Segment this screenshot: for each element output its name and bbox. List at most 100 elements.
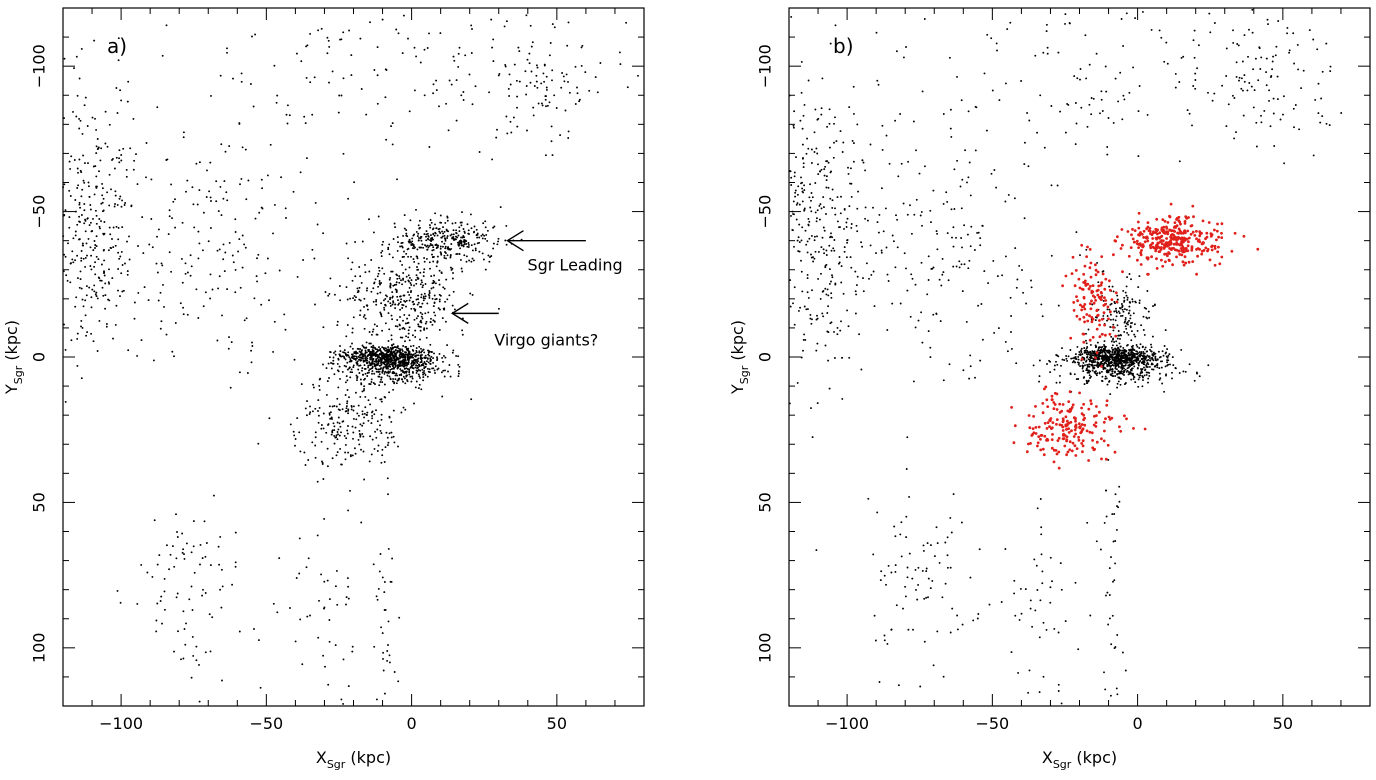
star-point bbox=[345, 604, 347, 606]
star-point bbox=[1134, 301, 1136, 303]
star-point bbox=[853, 142, 855, 144]
star-point bbox=[917, 567, 919, 569]
star-point bbox=[174, 198, 176, 200]
star-point bbox=[358, 415, 360, 417]
star-point bbox=[365, 114, 367, 116]
star-point bbox=[405, 346, 407, 348]
star-point bbox=[70, 155, 72, 157]
star-point bbox=[404, 328, 406, 330]
star-point bbox=[69, 281, 71, 283]
star-point bbox=[551, 125, 553, 127]
star-point bbox=[417, 233, 419, 235]
star-point bbox=[1153, 352, 1155, 354]
star-point bbox=[347, 412, 349, 414]
star-point bbox=[1110, 314, 1112, 316]
star-point bbox=[1121, 303, 1123, 305]
star-point bbox=[353, 418, 355, 420]
highlighted-star-point bbox=[1196, 255, 1199, 258]
star-point bbox=[861, 246, 863, 248]
star-point bbox=[391, 318, 393, 320]
star-point bbox=[826, 175, 828, 177]
star-point bbox=[371, 351, 373, 353]
star-point bbox=[91, 289, 93, 291]
star-point bbox=[1057, 52, 1059, 54]
star-point bbox=[1114, 372, 1116, 374]
star-point bbox=[396, 382, 398, 384]
star-point bbox=[1131, 364, 1133, 366]
star-point bbox=[460, 259, 462, 261]
star-point bbox=[828, 245, 830, 247]
star-point bbox=[922, 90, 924, 92]
star-point bbox=[247, 180, 249, 182]
star-point bbox=[417, 304, 419, 306]
star-point bbox=[895, 214, 897, 216]
star-point bbox=[457, 66, 459, 68]
star-point bbox=[329, 351, 331, 353]
star-point bbox=[1316, 48, 1318, 50]
star-point bbox=[317, 224, 319, 226]
star-point bbox=[790, 184, 792, 186]
star-point bbox=[403, 364, 405, 366]
star-point bbox=[407, 348, 409, 350]
star-point bbox=[1110, 695, 1112, 697]
star-point bbox=[334, 294, 336, 296]
star-point bbox=[338, 112, 340, 114]
star-point bbox=[1022, 292, 1024, 294]
star-point bbox=[381, 361, 383, 363]
star-point bbox=[834, 283, 836, 285]
star-point bbox=[455, 232, 457, 234]
star-point bbox=[599, 62, 601, 64]
star-point bbox=[436, 356, 438, 358]
star-point bbox=[102, 210, 104, 212]
star-point bbox=[114, 203, 116, 205]
star-point bbox=[1194, 79, 1196, 81]
star-point bbox=[327, 465, 329, 467]
star-point bbox=[915, 569, 917, 571]
star-point bbox=[329, 405, 331, 407]
star-point bbox=[381, 250, 383, 252]
star-point bbox=[183, 313, 185, 315]
star-point bbox=[920, 215, 922, 217]
star-point bbox=[76, 224, 78, 226]
star-point bbox=[402, 272, 404, 274]
star-point bbox=[118, 59, 120, 61]
star-point bbox=[915, 284, 917, 286]
star-point bbox=[355, 351, 357, 353]
star-point bbox=[363, 422, 365, 424]
star-point bbox=[342, 355, 344, 357]
star-point bbox=[1118, 335, 1120, 337]
star-point bbox=[435, 80, 437, 82]
star-point bbox=[1329, 124, 1331, 126]
star-point bbox=[414, 310, 416, 312]
star-point bbox=[293, 431, 295, 433]
star-point bbox=[870, 144, 872, 146]
star-point bbox=[404, 377, 406, 379]
star-point bbox=[1270, 75, 1272, 77]
star-point bbox=[389, 277, 391, 279]
star-point bbox=[420, 330, 422, 332]
star-point bbox=[889, 163, 891, 165]
star-point bbox=[393, 410, 395, 412]
star-point bbox=[351, 651, 353, 653]
star-point bbox=[195, 163, 197, 165]
star-point bbox=[183, 553, 185, 555]
star-point bbox=[395, 349, 397, 351]
star-point bbox=[982, 225, 984, 227]
star-point bbox=[451, 84, 453, 86]
star-point bbox=[405, 229, 407, 231]
star-point bbox=[375, 355, 377, 357]
star-point bbox=[1013, 592, 1015, 594]
star-point bbox=[383, 273, 385, 275]
star-point bbox=[424, 49, 426, 51]
star-point bbox=[443, 355, 445, 357]
star-point bbox=[429, 371, 431, 373]
star-point bbox=[261, 179, 263, 181]
star-point bbox=[434, 244, 436, 246]
star-point bbox=[87, 162, 89, 164]
star-point bbox=[62, 235, 64, 237]
star-point bbox=[1244, 81, 1246, 83]
star-point bbox=[886, 329, 888, 331]
star-point bbox=[794, 175, 796, 177]
star-point bbox=[253, 297, 255, 299]
star-point bbox=[397, 325, 399, 327]
